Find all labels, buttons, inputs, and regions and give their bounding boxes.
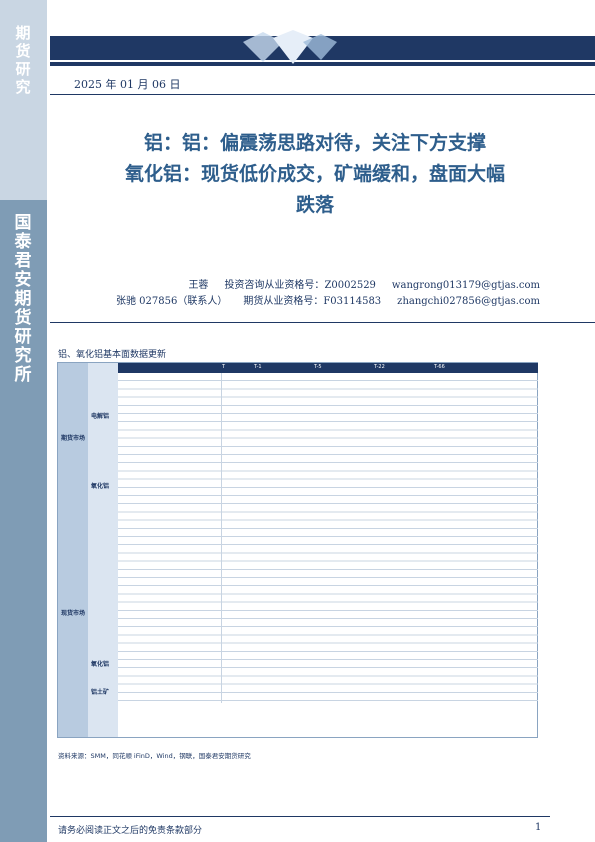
author-row: 张驰 027856（联系人） 期货从业资格号：F03114583 zhangch…: [116, 294, 540, 310]
header-t-1: T-1: [254, 364, 262, 370]
title-line-1: 铝：铝：偏震荡思路对待，关注下方支撑: [143, 132, 486, 154]
author-email[interactable]: zhangchi027856@gtjas.com: [397, 296, 540, 307]
report-date: 2025 年 01 月 06 日: [74, 78, 181, 91]
header-t: T: [222, 364, 226, 370]
title-line-3: 跌落: [295, 194, 334, 216]
footer-disclaimer: 请务必阅读正文之后的免责条款部分: [58, 826, 203, 836]
author-cert-label: 期货从业资格号：: [243, 296, 324, 307]
group-label-futures: 期货市场: [61, 435, 86, 442]
sidebar-label-research: 期货研究: [15, 24, 31, 96]
table-header: T T-1 T-5 T-22 T-66: [118, 363, 538, 373]
group-label-spot: 现货市场: [61, 610, 86, 617]
group-column: [58, 363, 88, 737]
author-cert: 投资咨询从业资格号：Z0002529: [224, 278, 375, 294]
fundamentals-table: 期货市场 现货市场 氧化铝 铝土矿 电解铝 氧化铝 T T-1 T-5 T-22…: [57, 362, 538, 738]
author-name: 王蓉: [188, 280, 209, 291]
author-block: 王蓉 投资咨询从业资格号：Z0002529 wangrong013179@gtj…: [116, 278, 540, 310]
header-t-5: T-5: [314, 364, 322, 370]
table-body: [118, 373, 538, 703]
author-name: 张驰 027856（联系人）: [115, 296, 228, 307]
source-note: 资料来源：SMM，同花顺 iFinD，Wind，钢联，国泰君安期货研究: [58, 752, 251, 760]
page-number: 1: [535, 822, 542, 833]
sidebar-label-institute: 国泰君安期货研究所: [14, 213, 32, 385]
header-t-66: T-66: [434, 364, 445, 370]
sidebar: 期货研究 国泰君安期货研究所: [0, 0, 47, 842]
subgroup-label-alumina: 氧化铝: [91, 661, 110, 668]
author-cert: 期货从业资格号：F03114583: [243, 294, 381, 310]
author-row: 王蓉 投资咨询从业资格号：Z0002529 wangrong013179@gtj…: [120, 278, 540, 294]
author-cert-no: Z0002529: [324, 280, 376, 291]
author-cert-no: F03114583: [323, 296, 382, 307]
sidebar-top-panel: [0, 0, 47, 200]
subgroup-label-alumina-futures: 氧化铝: [91, 483, 110, 490]
author-divider: [50, 322, 595, 323]
subgroup-label-electrolytic: 电解铝: [91, 413, 110, 420]
footer-divider: [50, 816, 550, 817]
title-line-2: 氧化铝：现货低价成交，矿端缓和，盘面大幅: [124, 163, 505, 185]
report-title: 铝：铝：偏震荡思路对待，关注下方支撑 氧化铝：现货低价成交，矿端缓和，盘面大幅 …: [60, 128, 570, 221]
table-column-divider: [221, 373, 222, 703]
subgroup-column: [88, 363, 118, 737]
author-cert-label: 投资咨询从业资格号：: [224, 280, 325, 291]
section-title: 铝、氧化铝基本面数据更新: [58, 350, 167, 360]
diamond-logo-icon: [243, 30, 337, 64]
subgroup-label-bauxite: 铝土矿: [91, 689, 110, 696]
header-t-22: T-22: [374, 364, 385, 370]
header-stripe: [50, 62, 595, 66]
author-email[interactable]: wangrong013179@gtjas.com: [391, 280, 540, 291]
date-divider: [50, 94, 595, 95]
